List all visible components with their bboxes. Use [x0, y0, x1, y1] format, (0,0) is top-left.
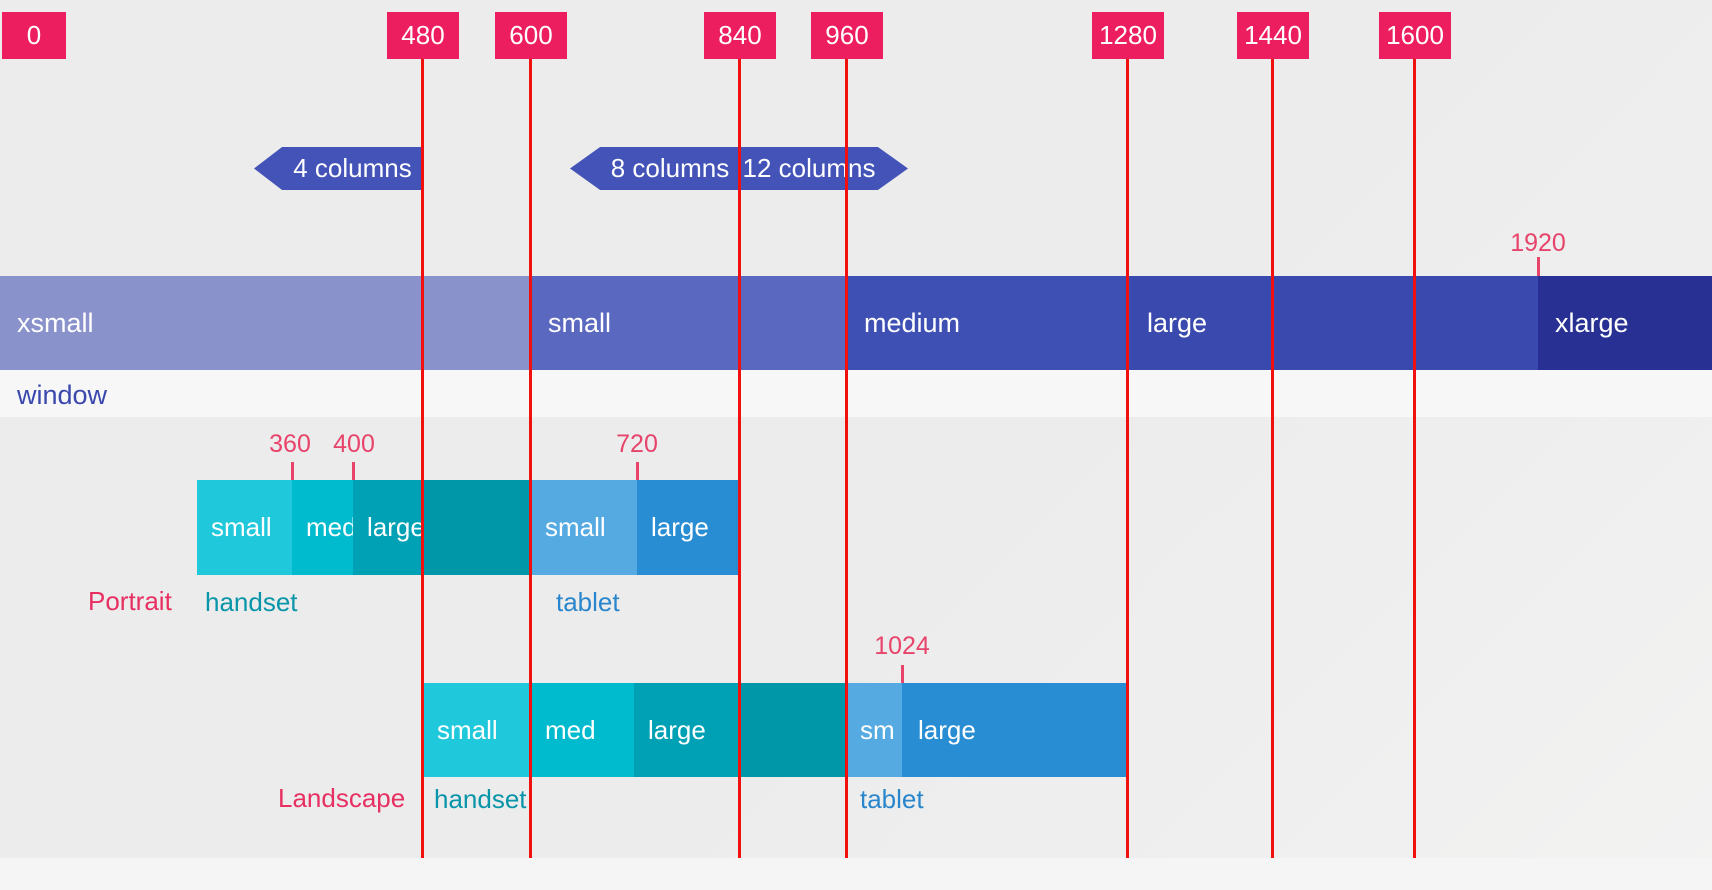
portrait-row-label: Portrait — [88, 586, 172, 616]
window-size-bar: xsmall small medium large xlarge — [0, 276, 1712, 370]
window-segment-medium-label: medium — [864, 307, 961, 338]
portrait-tick-360 — [291, 462, 294, 480]
portrait-tick-400 — [352, 462, 355, 480]
bottom-band — [0, 858, 1712, 890]
portrait-handset-med: med — [292, 480, 357, 575]
column-range-12-label: 12 columns — [742, 153, 876, 183]
portrait-handset-small: small — [197, 480, 292, 575]
portrait-tick-720-label: 720 — [616, 430, 658, 458]
keyline-1440 — [1271, 59, 1274, 858]
landscape-handset-small: small — [423, 683, 531, 777]
portrait-tick-400-label: 400 — [333, 430, 375, 458]
landscape-handset-large-label: large — [648, 714, 706, 745]
breakpoint-badge-840-label: 840 — [718, 20, 762, 50]
window-segment-large-label: large — [1147, 307, 1208, 338]
landscape-handset-large: large — [634, 683, 740, 777]
landscape-handset-med-label: med — [545, 714, 596, 745]
window-segment-medium: medium — [847, 276, 1130, 370]
portrait-tablet-large-label: large — [651, 512, 709, 542]
breakpoint-badge-0: 0 — [2, 12, 66, 59]
column-range-4-label: 4 columns — [293, 153, 412, 183]
breakpoint-badge-480: 480 — [387, 12, 459, 59]
portrait-handset-label: handset — [205, 587, 298, 617]
landscape-handset-small-label: small — [437, 714, 498, 745]
landscape-tablet-sm-label: sm — [860, 714, 895, 745]
portrait-handset-large-label: large — [367, 512, 425, 542]
breakpoint-badge-840: 840 — [704, 12, 776, 59]
landscape-row-label: Landscape — [278, 783, 406, 813]
breakpoint-badge-1600-label: 1600 — [1386, 20, 1444, 50]
portrait-handset-bar: small med large — [197, 480, 531, 575]
window-segment-small-label: small — [548, 307, 612, 338]
breakpoint-badge-600: 600 — [495, 12, 567, 59]
keyline-1280 — [1126, 59, 1129, 858]
window-label-band — [0, 370, 1712, 417]
landscape-tablet-label: tablet — [860, 784, 924, 814]
window-segment-xsmall-label: xsmall — [17, 307, 94, 338]
breakpoint-badge-1600: 1600 — [1379, 12, 1451, 59]
breakpoint-badge-0-label: 0 — [26, 20, 42, 50]
breakpoint-badge-960-label: 960 — [825, 20, 869, 50]
marker-1920-tick — [1537, 257, 1540, 276]
breakpoint-badge-600-label: 600 — [509, 20, 553, 50]
landscape-tablet-large: large — [902, 683, 1128, 777]
marker-1920-label: 1920 — [1510, 229, 1566, 257]
window-segment-xlarge: xlarge — [1538, 276, 1712, 370]
landscape-tablet-sm: sm — [847, 683, 902, 777]
keyline-960 — [845, 59, 848, 858]
landscape-tick-1024 — [901, 665, 904, 683]
portrait-handset-small-label: small — [211, 512, 272, 542]
portrait-tick-360-label: 360 — [269, 430, 311, 458]
keyline-1600 — [1413, 59, 1416, 858]
landscape-handset-label: handset — [434, 784, 527, 814]
portrait-handset-med-label: med — [306, 512, 357, 542]
portrait-tick-720 — [636, 462, 639, 480]
window-segment-xlarge-label: xlarge — [1555, 307, 1629, 338]
column-range-8-label: 8 columns — [610, 153, 730, 183]
portrait-tablet-small: small — [531, 480, 637, 575]
portrait-tablet-bar: small large — [531, 480, 740, 575]
window-bar-label: window — [17, 380, 108, 410]
portrait-tablet-small-label: small — [545, 512, 606, 542]
landscape-tick-1024-label: 1024 — [874, 632, 930, 660]
breakpoint-badge-1440-label: 1440 — [1244, 20, 1302, 50]
breakpoint-badge-960: 960 — [811, 12, 883, 59]
breakpoint-badge-480-label: 480 — [401, 20, 445, 50]
landscape-tablet-large-label: large — [918, 714, 976, 745]
landscape-handset-bar: small med large — [423, 683, 847, 777]
window-segment-large: large — [1130, 276, 1538, 370]
breakpoint-badge-1440: 1440 — [1237, 12, 1309, 59]
column-range-4: 4 columns — [254, 147, 423, 190]
landscape-handset-med: med — [531, 683, 634, 777]
portrait-tablet-label: tablet — [556, 587, 620, 617]
breakpoint-badge-1280: 1280 — [1092, 12, 1164, 59]
portrait-handset-large: large — [353, 480, 425, 575]
landscape-handset-overflow — [740, 683, 847, 777]
keyline-480 — [421, 59, 424, 858]
breakpoint-badge-1280-label: 1280 — [1099, 20, 1157, 50]
window-segment-xsmall: xsmall — [0, 276, 531, 370]
window-segment-small: small — [531, 276, 847, 370]
keyline-600 — [529, 59, 532, 858]
portrait-handset-overflow — [423, 480, 531, 575]
landscape-tablet-bar: sm large — [847, 683, 1128, 777]
keyline-840 — [738, 59, 741, 858]
portrait-tablet-large: large — [637, 480, 740, 575]
